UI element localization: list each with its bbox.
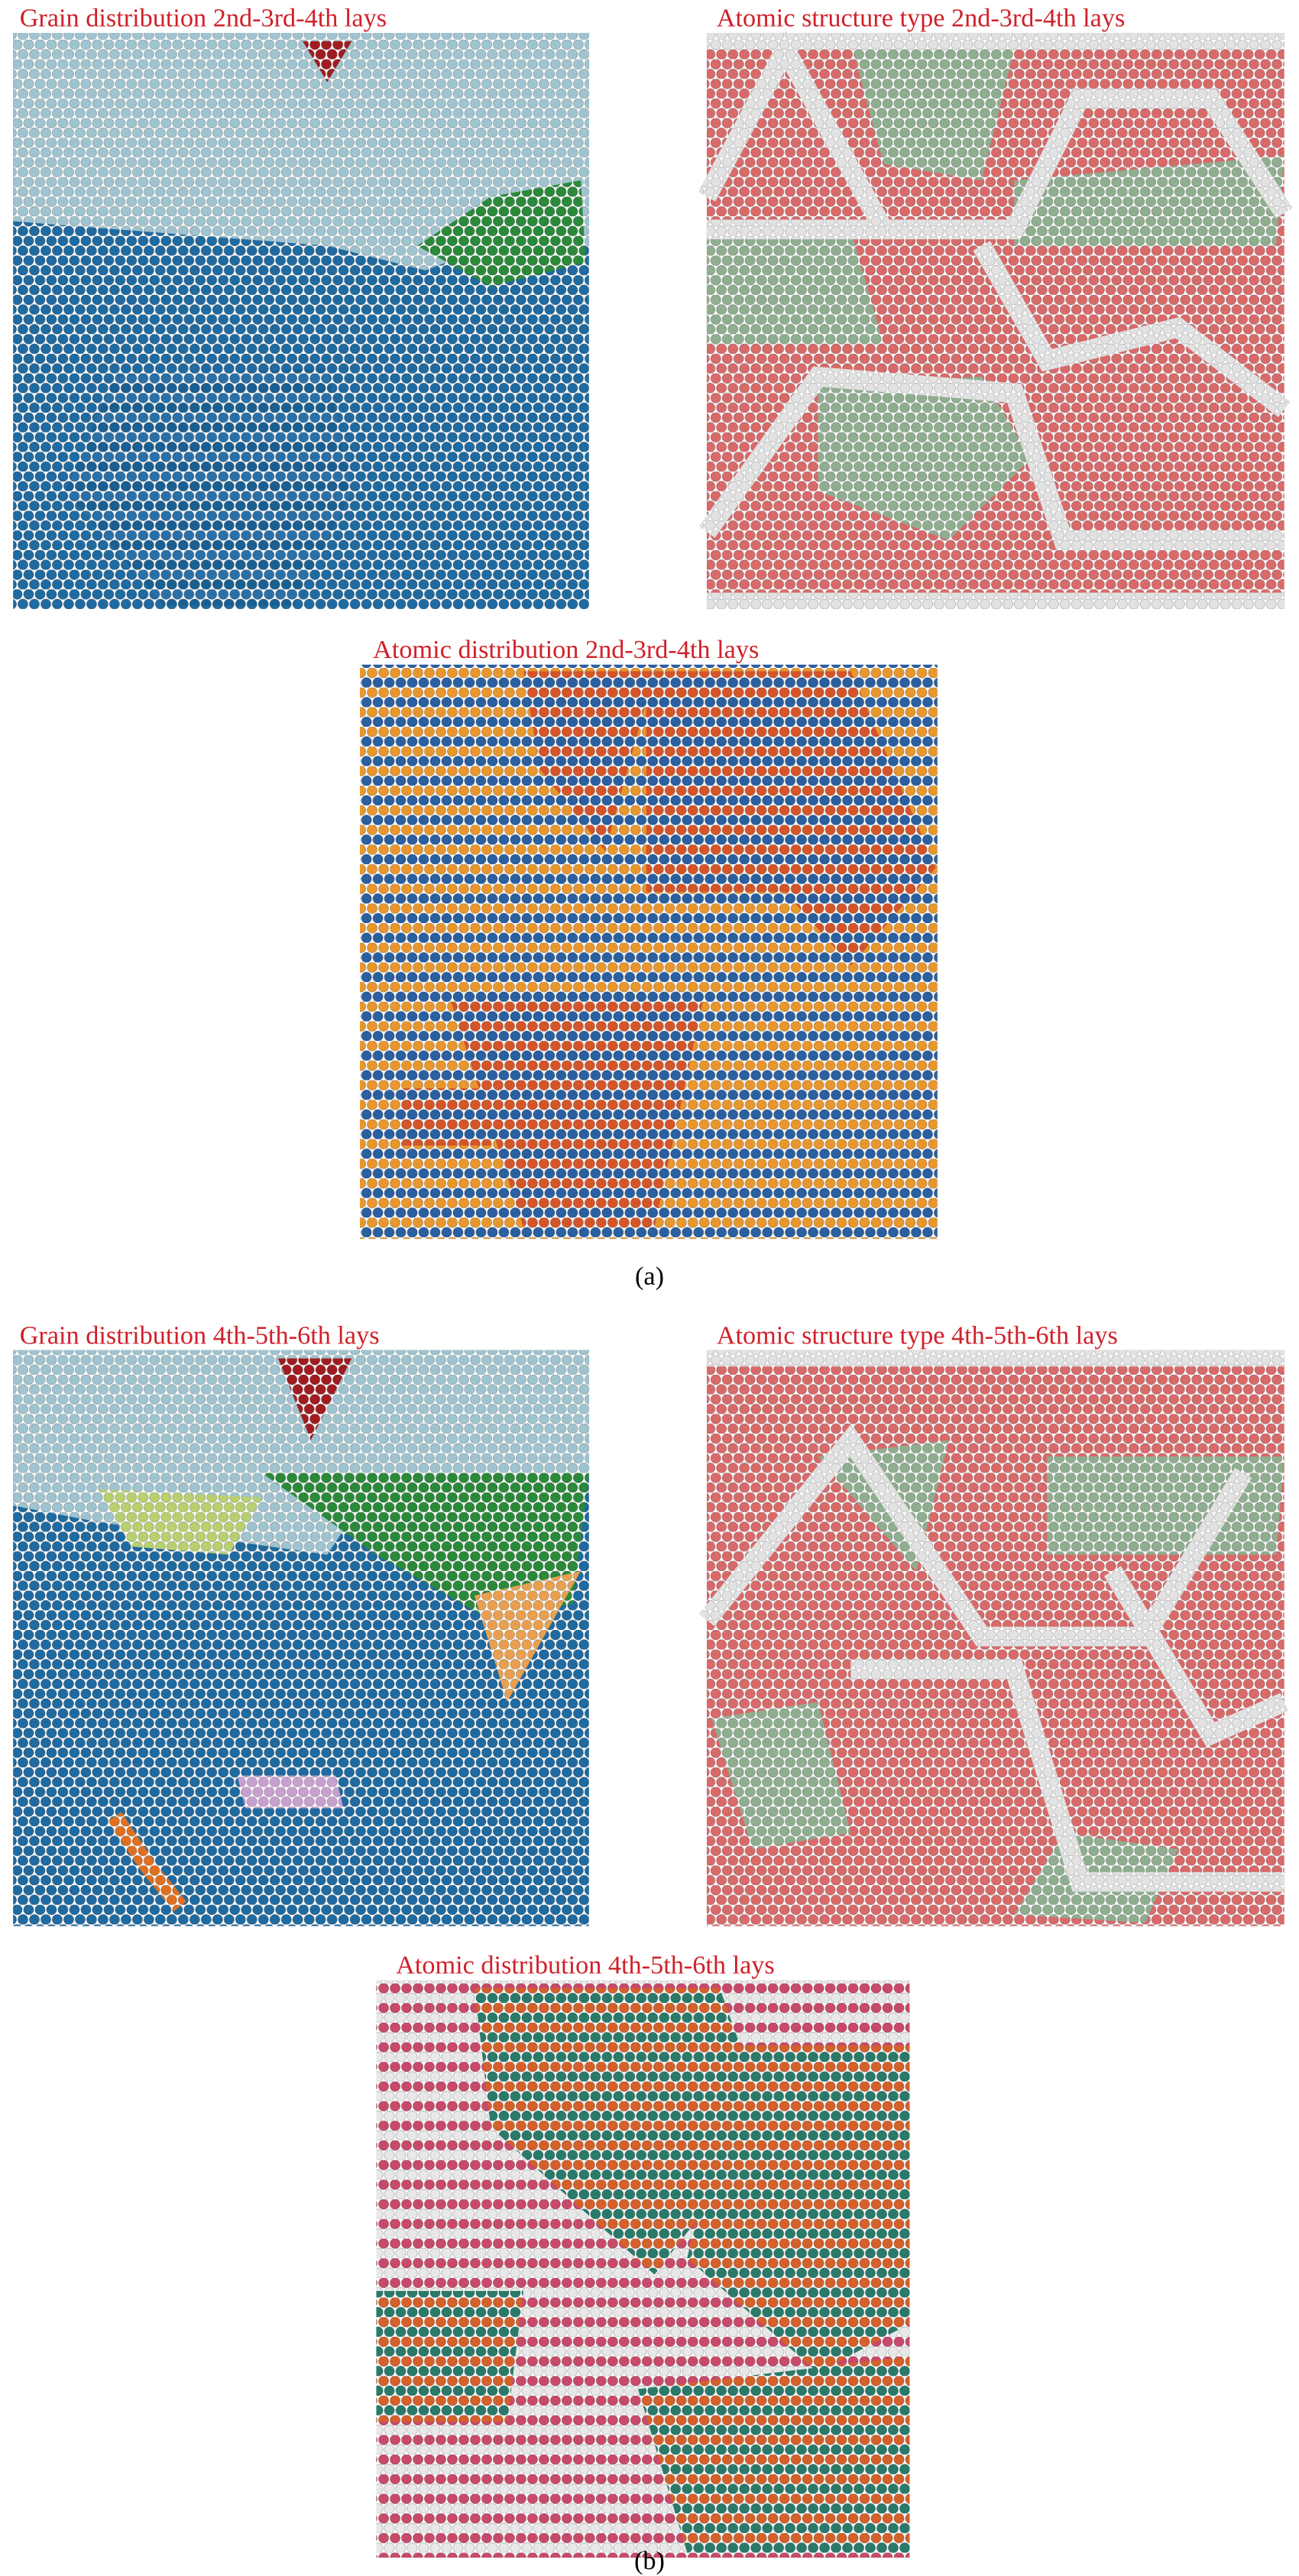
region <box>1014 155 1284 246</box>
distribution-panel-b <box>376 1980 910 2558</box>
panel-title: Atomic distribution 4th-5th-6th lays <box>396 1951 775 1980</box>
region <box>474 1988 769 2275</box>
structure-panel-b <box>698 1350 1288 1926</box>
region <box>646 671 936 966</box>
panel-title: Atomic distribution 2nd-3rd-4th lays <box>373 635 759 664</box>
region <box>13 33 589 271</box>
region <box>687 2045 910 2373</box>
region <box>277 1358 352 1440</box>
region <box>474 1570 581 1703</box>
region <box>711 1702 851 1849</box>
region <box>237 1775 344 1809</box>
subfigure-label: (a) <box>635 1262 664 1291</box>
boundary <box>706 1350 1284 1367</box>
region <box>98 1489 262 1555</box>
subfigure-label: (b) <box>634 2546 665 2575</box>
boundary <box>850 1659 1284 1892</box>
boundary <box>706 592 1284 609</box>
boundary <box>706 33 1284 50</box>
grain-panel-a <box>13 33 589 609</box>
distribution-panel-a <box>360 664 938 1239</box>
boundary <box>883 89 1293 240</box>
region <box>107 1812 186 1912</box>
region <box>1047 1456 1284 1555</box>
region <box>706 229 884 345</box>
panel-title: Grain distribution 2nd-3rd-4th lays <box>20 4 387 33</box>
region <box>416 180 586 287</box>
region <box>523 671 655 851</box>
region <box>400 1088 491 1146</box>
region <box>303 41 352 83</box>
region <box>376 2290 524 2422</box>
panel-title: Atomic structure type 2nd-3rd-4th lays <box>717 4 1126 33</box>
region <box>818 376 1031 541</box>
panel-title: Grain distribution 4th-5th-6th lays <box>20 1320 380 1350</box>
region <box>65 368 352 606</box>
boundary <box>698 28 900 240</box>
panel-title: Atomic structure type 4th-5th-6th lays <box>717 1320 1118 1350</box>
region <box>638 2356 910 2553</box>
structure-panel-a <box>698 28 1293 609</box>
grain-panel-b <box>13 1350 589 1926</box>
boundary <box>698 366 1284 550</box>
region <box>261 1473 589 1621</box>
boundary <box>698 1423 1252 1647</box>
region <box>449 998 704 1228</box>
region <box>850 41 1015 181</box>
boundary <box>1103 1566 1288 1748</box>
boundary <box>973 241 1291 417</box>
